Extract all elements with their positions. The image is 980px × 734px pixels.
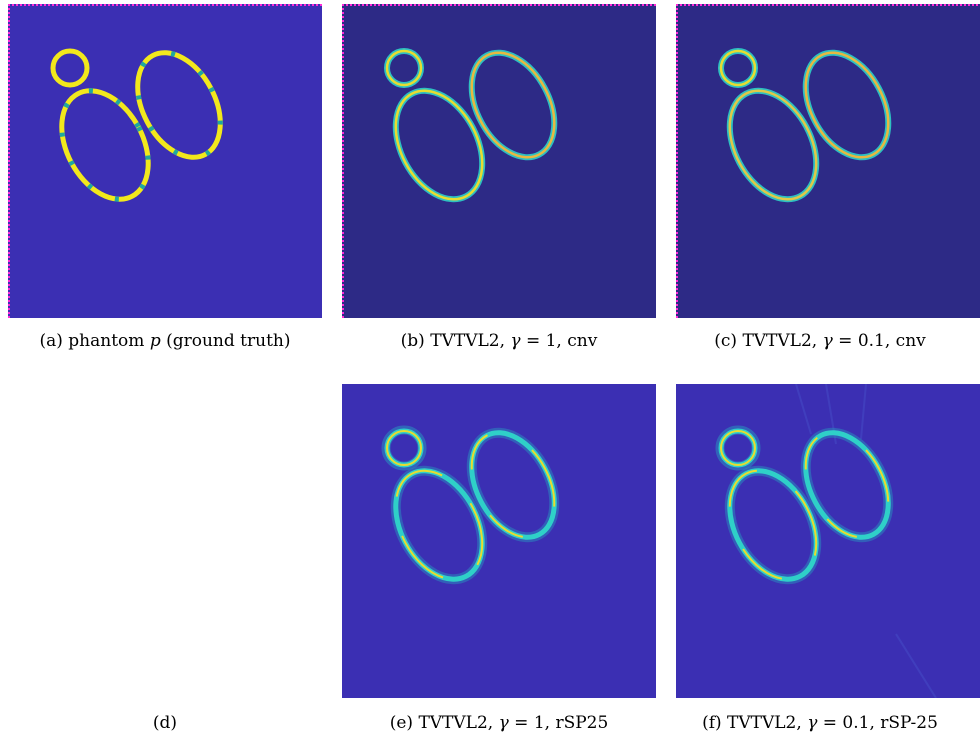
panel-b-image — [342, 4, 656, 318]
panel-c-image — [676, 4, 980, 318]
caption-c: (c) TVTVL2, γ = 0.1, cnv — [714, 331, 926, 351]
panel-f-image — [676, 384, 980, 698]
reconstruction-e-image — [342, 384, 656, 698]
phantom-image — [8, 4, 322, 318]
caption-d: (d) — [152, 713, 178, 733]
caption-f: (f) TVTVL2, γ = 0.1, rSP-25 — [702, 713, 938, 733]
reconstruction-f-image — [676, 384, 980, 698]
caption-e: (e) TVTVL2, γ = 1, rSP25 — [389, 713, 609, 733]
panel-a-image — [8, 4, 322, 318]
small-ring — [50, 48, 90, 88]
caption-b: (b) TVTVL2, γ = 1, cnv — [400, 331, 598, 351]
reconstruction-c-image — [676, 4, 980, 318]
caption-a: (a) phantom p (ground truth) — [39, 331, 291, 351]
reconstruction-b-image — [342, 4, 656, 318]
panel-e-image — [342, 384, 656, 698]
